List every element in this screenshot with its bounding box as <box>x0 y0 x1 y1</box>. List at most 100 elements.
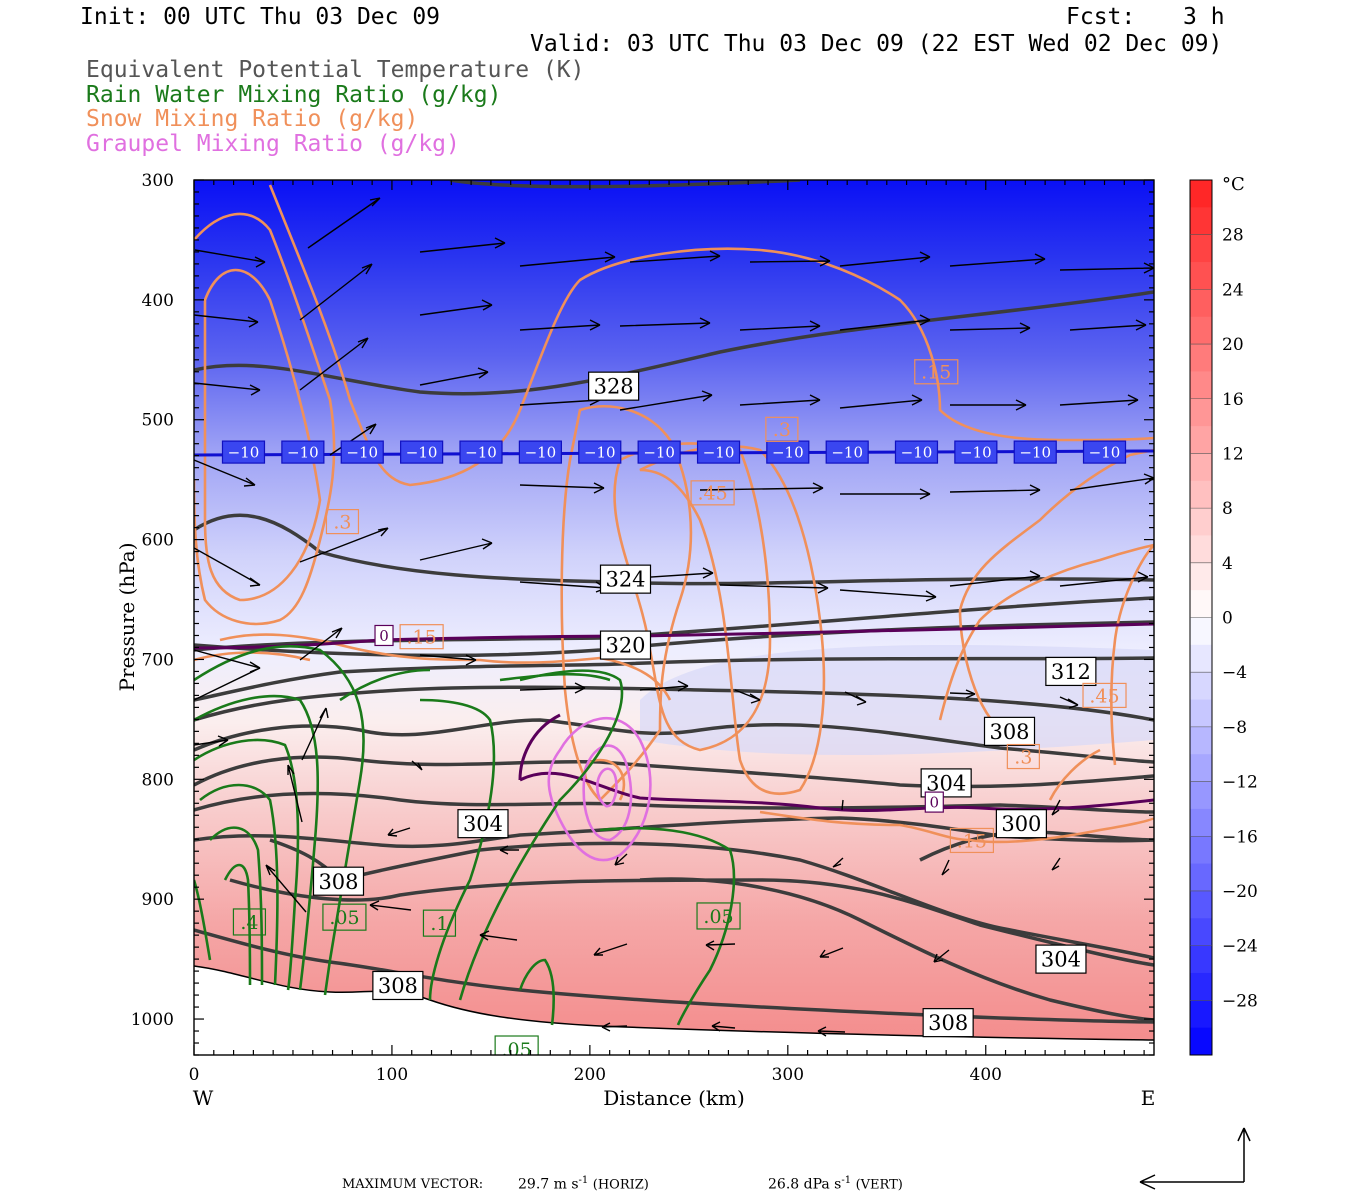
theta-e-label-box <box>922 1008 974 1038</box>
colorbar-segment <box>1190 508 1212 536</box>
colorbar-label: −24 <box>1222 937 1258 957</box>
wind-vector <box>419 654 477 666</box>
wind-vector <box>369 900 412 911</box>
wind-vector <box>749 255 831 267</box>
minus10-label-text: −10 <box>465 443 497 461</box>
wind-vector <box>949 689 976 699</box>
minus10-label-text: −10 <box>960 443 992 461</box>
wind-vector <box>194 459 256 487</box>
colorbar-segment <box>1190 863 1212 892</box>
snow-label: .3 <box>1006 743 1040 770</box>
wind-vector <box>1059 262 1154 274</box>
minus10-label-box <box>400 440 444 464</box>
legend-graupel: Graupel Mixing Ratio (g/kg) <box>86 131 460 157</box>
wind-vector <box>840 488 931 500</box>
snow-contour <box>268 184 1154 487</box>
horizontal-max-tag: (HORIZ) <box>592 1177 649 1193</box>
theta-e-contour <box>194 718 1154 764</box>
minus10-label: −10 <box>518 440 562 464</box>
colorbar-segment <box>1190 535 1212 564</box>
zero-isotherm-label-text: 0 <box>379 627 389 645</box>
wind-vector <box>329 423 377 456</box>
wind-vector <box>1059 571 1149 587</box>
minus10-label-box <box>696 440 741 464</box>
wind-vector <box>832 857 844 868</box>
minus10-label: −10 <box>1082 440 1127 464</box>
snow-label-text: .45 <box>697 483 727 505</box>
colorbar-segment <box>1190 644 1212 673</box>
theta-e-labels: 328 324 320 312 308 304 300 304 308 308 304 308 <box>312 371 1097 1038</box>
wind-vector <box>299 337 369 391</box>
wind-vector <box>387 827 411 837</box>
colorbar-segment <box>1190 289 1212 318</box>
theta-e-label-box <box>372 970 424 1001</box>
minus10-label: −10 <box>400 440 444 464</box>
valid-time: Valid: 03 UTC Thu 03 Dec 09 (22 EST Wed … <box>530 31 1223 57</box>
minus10-label: −10 <box>340 440 384 464</box>
graupel-contour <box>595 767 618 808</box>
theta-e-contour <box>194 685 1154 722</box>
wind-vector <box>941 859 950 876</box>
plot-frame <box>193 179 1155 1056</box>
wind-vector <box>194 382 261 396</box>
theta-e-contour <box>639 877 1154 1022</box>
wind-vector <box>734 689 761 704</box>
vector-key <box>1139 1127 1251 1190</box>
wind-vector <box>299 627 343 661</box>
rain-label-box <box>322 903 367 931</box>
rain-label-box <box>494 1035 539 1055</box>
minus10-label-box <box>281 440 325 464</box>
y-tick-label: 1000 <box>131 1010 174 1030</box>
init-time: Init: 00 UTC Thu 03 Dec 09 <box>80 4 441 30</box>
theta-e-label: 308 <box>312 866 365 896</box>
wind-vector <box>519 319 601 331</box>
theta-e-label-box <box>457 809 509 839</box>
snow-label: .15 <box>399 624 444 650</box>
rain-contour <box>194 879 212 961</box>
colorbar-segment <box>1190 453 1212 482</box>
minus10-label-box <box>578 440 622 464</box>
snow-label-box <box>914 359 959 385</box>
colorbar-label: −28 <box>1222 991 1258 1011</box>
wind-vector <box>299 527 389 563</box>
zero-isotherm-line <box>518 713 561 781</box>
theta-e-label-text: 304 <box>463 812 503 836</box>
theta-e-label-box <box>995 809 1047 839</box>
horizontal-max-exponent: -1 <box>578 1175 589 1186</box>
wind-vector <box>614 853 628 866</box>
minus10-label-text: −10 <box>287 443 319 461</box>
snow-label: .45 <box>1082 682 1127 709</box>
x-axis-east-label: E <box>1141 1086 1156 1110</box>
colorbar-label: 0 <box>1222 609 1233 629</box>
zero-isotherm-label: 0 <box>374 624 394 647</box>
rain-contour <box>209 826 264 986</box>
graupel-contour <box>582 744 633 842</box>
rain-label-box <box>232 908 267 936</box>
minus10-label-text: −10 <box>1089 443 1121 461</box>
colorbar-label: 8 <box>1222 499 1233 519</box>
wind-vector <box>711 1021 736 1032</box>
legend-rain: Rain Water Mixing Ratio (g/kg) <box>86 82 502 108</box>
zero-isotherm-line <box>519 771 1154 813</box>
colorbar-label: 16 <box>1222 390 1244 410</box>
theta-e-label-box <box>599 564 652 594</box>
snow-label-box <box>765 416 799 442</box>
wind-vector <box>593 943 628 956</box>
wind-vector <box>739 394 821 406</box>
theta-e-label-box <box>1035 944 1087 974</box>
zero-isotherm-labels: 00 <box>374 624 944 813</box>
snow-label-box <box>1082 682 1127 709</box>
x-axis-west-label: W <box>193 1086 214 1110</box>
wind-vector <box>479 930 518 941</box>
minus10-label-text: −10 <box>703 443 735 461</box>
colorbar-segment <box>1190 180 1212 208</box>
snow-contour <box>1109 544 1154 766</box>
wind-vector <box>194 314 259 328</box>
minus10-label-text: −10 <box>831 443 863 461</box>
minus10-label-box <box>954 440 998 464</box>
snow-label-text: .45 <box>1089 685 1119 707</box>
forecast-hours: 3 h <box>1183 4 1225 30</box>
wind-vector <box>519 682 586 694</box>
colorbar-unit: °C <box>1222 174 1245 195</box>
colorbar-label: −12 <box>1222 773 1258 793</box>
